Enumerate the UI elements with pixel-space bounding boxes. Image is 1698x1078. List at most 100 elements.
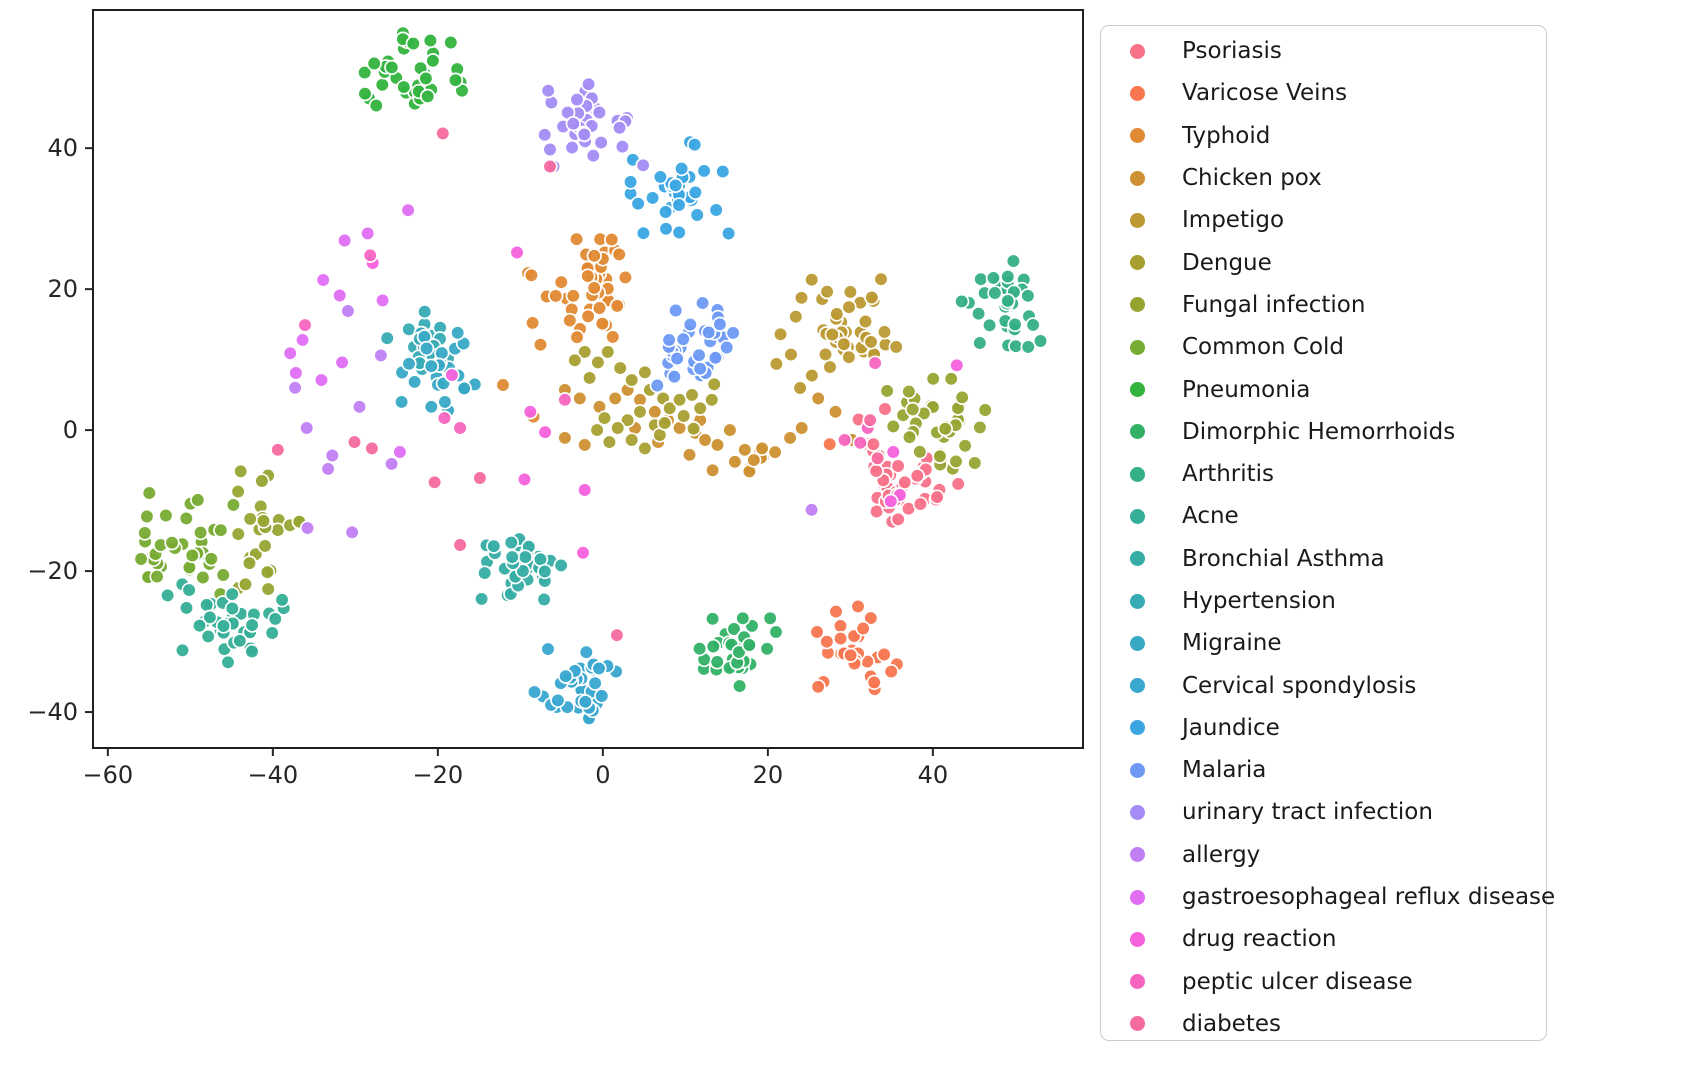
data-point [542,141,558,158]
data-point [164,535,180,551]
data-point [436,410,453,426]
data-point [675,331,691,347]
data-point [159,587,176,604]
data-point [577,344,593,360]
data-point [384,59,400,76]
data-point [259,564,276,580]
data-point [586,248,602,264]
data-point [929,489,945,505]
data-point [804,367,820,384]
data-point [905,401,921,418]
data-point [230,526,246,542]
legend-item: Typhoid [1101,115,1546,157]
legend-item: diabetes [1101,1003,1546,1045]
data-point [360,225,376,242]
data-point [706,376,722,392]
legend-marker-icon [1130,170,1145,186]
data-point [477,565,493,581]
data-point [605,329,621,345]
legend-item: drug reaction [1101,918,1546,960]
data-point [817,346,834,363]
legend-label: Chicken pox [1182,165,1322,192]
data-point [876,646,892,663]
data-point [609,627,625,643]
data-point [241,555,258,571]
data-point [943,371,959,387]
data-point [254,473,270,489]
data-point [232,633,248,649]
legend-item: Common Cold [1101,326,1546,368]
legend-label: urinary tract infection [1182,799,1433,826]
legend-item: allergy [1101,834,1546,876]
data-point [567,352,583,368]
legend-label: Acne [1182,503,1239,530]
data-point [532,337,549,353]
legend-item: Varicose Veins [1101,72,1546,114]
legend-marker-icon [1130,255,1145,271]
data-point [580,308,596,324]
legend-label: Dengue [1182,249,1272,276]
data-point [230,483,246,500]
data-point [810,390,826,407]
data-point [704,462,721,478]
y-tick-label: −40 [27,698,78,726]
legend-marker-icon [1130,508,1145,524]
data-point [862,412,878,428]
legend-marker-icon [1130,593,1145,609]
data-point [553,274,569,290]
data-point [649,377,665,394]
data-point [351,399,368,415]
legend-marker-icon [1130,889,1145,905]
data-point [637,440,653,457]
data-point [684,387,700,403]
data-point [580,268,596,284]
data-point [406,374,423,390]
data-point [553,557,569,574]
data-point [357,86,373,102]
data-point [822,436,838,452]
data-point [890,458,906,474]
data-point [865,436,882,452]
data-point [950,476,966,492]
data-point [1000,268,1016,285]
data-point [671,197,687,213]
data-point [437,394,453,410]
data-point [569,329,585,345]
data-point [224,586,240,602]
data-point [374,77,390,93]
legend-label: Cervical spondylosis [1182,672,1417,699]
data-point [517,549,533,565]
data-point [192,524,209,541]
data-point [682,316,698,333]
data-point [709,654,725,670]
data-point [611,120,628,136]
data-point [426,474,443,490]
data-point [297,317,313,333]
data-point [589,422,605,438]
data-point [550,692,566,709]
data-point [594,688,610,704]
data-point [883,493,899,509]
data-point [819,634,835,650]
data-point [967,455,983,471]
data-point [783,346,799,363]
data-point [667,177,684,194]
data-point [577,482,593,498]
data-point [315,272,331,288]
data-point [857,313,874,330]
data-point [274,592,290,608]
data-point [687,184,704,201]
data-point [863,334,879,350]
data-point [244,643,260,660]
data-point [897,474,913,490]
data-point [630,196,646,212]
data-point [601,434,618,450]
data-point [937,421,953,437]
data-point [523,267,540,283]
data-point [336,232,353,249]
data-point [970,306,987,322]
data-point [614,139,631,155]
data-point [324,447,340,464]
legend-marker-icon [1130,85,1145,101]
data-point [346,434,363,450]
